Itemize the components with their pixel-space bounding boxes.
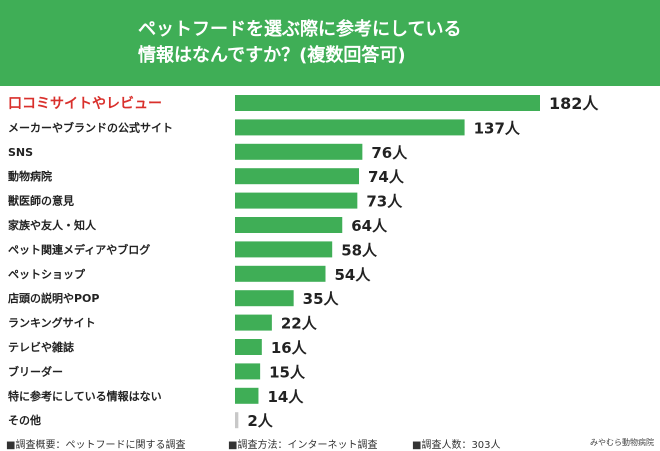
category-label: 店頭の説明やPOP [8, 291, 99, 305]
value-label: 35人 [303, 290, 340, 308]
category-label: ペット関連メディアやブログ [8, 242, 150, 256]
survey-method: ■調査方法：インターネット調査 [228, 440, 378, 451]
value-label: 15人 [269, 363, 306, 381]
value-label: 73人 [366, 193, 403, 211]
bar [235, 241, 333, 258]
category-label: 口コミサイトやレビュー [8, 96, 162, 112]
chart-header: ペットフードを選ぶ際に参考にしている 情報はなんですか？(複数回答可) [0, 0, 660, 86]
value-label: 74人 [368, 168, 405, 186]
bar [235, 143, 363, 160]
value-label: 64人 [351, 217, 388, 235]
bar [235, 119, 465, 136]
category-label: 特に参考にしている情報はない [8, 389, 162, 403]
category-label: ランキングサイト [8, 316, 96, 330]
survey-overview: ■調査概要：ペットフードに関する調査 [6, 440, 186, 451]
chart-title-line-1: ペットフードを選ぶ際に参考にしている [138, 19, 462, 40]
category-label: ペットショップ [8, 267, 86, 281]
clinic-credit: みやむら動物病院 [590, 438, 654, 447]
value-label: 58人 [341, 241, 378, 259]
bar [235, 217, 343, 233]
category-label: 動物病院 [8, 169, 52, 183]
category-label: 家族や友人・知人 [8, 218, 97, 232]
category-label: 獣医師の意見 [8, 194, 74, 208]
bar [235, 192, 358, 209]
bar [235, 314, 272, 331]
value-label: 2人 [247, 412, 273, 430]
bar [235, 168, 360, 185]
value-label: 16人 [271, 339, 308, 357]
category-label: メーカーやブランドの公式サイト [8, 120, 173, 134]
category-label: テレビや雑誌 [8, 340, 74, 354]
chart-title-line-2: 情報はなんですか？(複数回答可) [138, 45, 406, 66]
bar [235, 290, 294, 307]
category-label: ブリーダー [8, 364, 63, 378]
value-label: 137人 [474, 119, 521, 137]
category-label: SNS [8, 146, 33, 159]
value-label: 14人 [267, 388, 304, 406]
value-label: 76人 [371, 144, 408, 162]
bar [235, 265, 326, 282]
value-label: 54人 [334, 266, 371, 284]
survey-footer: ■調査概要：ペットフードに関する調査 ■調査方法：インターネット調査 ■調査人数… [0, 433, 660, 451]
value-label: 182人 [549, 94, 599, 113]
bar [235, 387, 259, 404]
survey-respondents: ■調査人数：303人 [412, 440, 501, 451]
bar [235, 339, 262, 355]
bar [235, 363, 261, 380]
bar [235, 95, 540, 111]
value-label: 22人 [281, 315, 318, 333]
category-label: その他 [8, 413, 41, 427]
bar [235, 412, 239, 429]
